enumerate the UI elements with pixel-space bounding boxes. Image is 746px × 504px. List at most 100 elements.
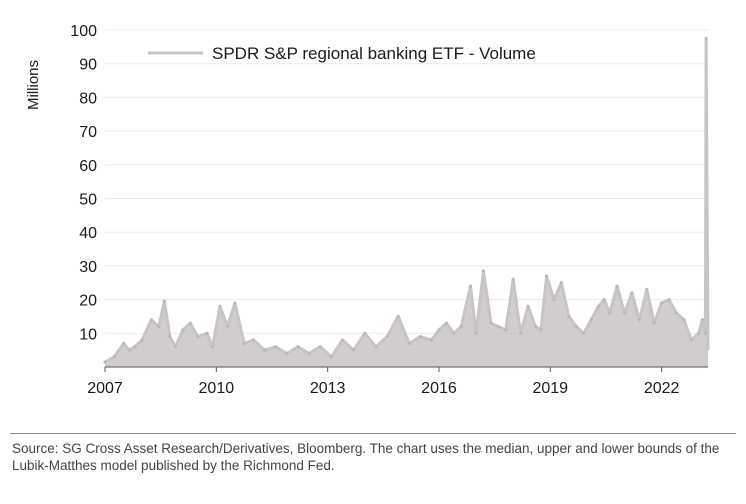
- data-point: [544, 274, 549, 278]
- data-point: [489, 321, 493, 325]
- data-point: [242, 341, 246, 346]
- y-tick-label: 10: [79, 326, 97, 343]
- data-point: [574, 324, 578, 329]
- data-point: [452, 331, 456, 335]
- legend: SPDR S&P regional banking ETF - Volume: [148, 44, 536, 63]
- data-point: [444, 321, 448, 325]
- data-point: [127, 348, 131, 352]
- data-point: [468, 284, 473, 288]
- x-axis-ticks: 2007 2010 2013 2016 2019 2022: [87, 367, 680, 397]
- data-point: [622, 311, 627, 315]
- y-axis-label: Millions: [25, 60, 42, 110]
- data-point: [559, 281, 564, 285]
- x-tick-label: 2019: [532, 380, 568, 397]
- data-point: [496, 324, 500, 329]
- source-note: Source: SG Cross Asset Research/Derivati…: [12, 441, 720, 473]
- x-tick-label: 2022: [644, 380, 680, 397]
- gridlines: [105, 29, 708, 334]
- data-point: [674, 311, 679, 315]
- volume-chart: 2007 2010 2013 2016 2019 2022 10 20 30 40 50 60 70 8…: [25, 23, 710, 397]
- data-point: [225, 324, 230, 329]
- data-point: [352, 348, 356, 352]
- data-point: [251, 338, 256, 342]
- data-point: [519, 331, 523, 335]
- data-point: [608, 311, 612, 315]
- data-point: [429, 338, 434, 342]
- y-tick-label: 20: [79, 293, 97, 310]
- data-point: [630, 291, 634, 295]
- data-point: [589, 318, 593, 322]
- data-point: [511, 277, 515, 281]
- y-axis-ticks: 10 20 30 40 50 60 70 80 90 100: [70, 23, 97, 343]
- data-point: [418, 335, 423, 339]
- data-point: [645, 287, 649, 292]
- data-point: [582, 331, 586, 335]
- data-point: [459, 324, 463, 329]
- source-divider: [10, 433, 736, 434]
- data-point: [474, 331, 478, 335]
- data-point: [140, 338, 144, 342]
- data-point: [162, 299, 166, 303]
- data-point: [374, 345, 378, 349]
- data-point: [181, 328, 185, 332]
- data-point: [396, 314, 400, 319]
- y-tick-label: 100: [70, 23, 97, 40]
- data-point: [682, 318, 686, 322]
- volume-line: [104, 36, 710, 364]
- data-point: [329, 355, 333, 359]
- legend-label: SPDR S&P regional banking ETF - Volume: [212, 44, 536, 63]
- data-point: [318, 345, 322, 349]
- data-point: [407, 341, 411, 346]
- x-tick-label: 2007: [87, 380, 123, 397]
- data-point: [149, 318, 153, 322]
- data-point: [615, 284, 619, 288]
- data-point: [363, 331, 367, 335]
- data-point: [697, 331, 701, 335]
- data-point: [307, 351, 311, 356]
- series-layer: [103, 36, 710, 368]
- data-point: [385, 335, 389, 339]
- data-point: [121, 341, 126, 346]
- y-tick-label: 50: [79, 192, 97, 209]
- data-point: [552, 298, 556, 302]
- data-point: [157, 324, 161, 329]
- data-point: [704, 36, 708, 41]
- data-point: [211, 345, 215, 349]
- y-tick-label: 60: [79, 158, 97, 175]
- data-point: [196, 335, 200, 339]
- data-point: [112, 355, 116, 359]
- data-point: [533, 324, 538, 329]
- data-point: [168, 335, 172, 339]
- data-point: [173, 345, 178, 349]
- x-tick-label: 2013: [310, 380, 346, 397]
- data-point: [296, 345, 300, 349]
- volume-area: [105, 38, 708, 368]
- x-tick-label: 2010: [199, 380, 235, 397]
- data-point: [567, 314, 571, 319]
- y-tick-label: 30: [79, 259, 97, 276]
- data-point: [660, 301, 664, 305]
- data-point: [133, 345, 137, 349]
- data-point: [340, 338, 345, 342]
- data-point: [652, 321, 656, 325]
- data-point: [700, 318, 705, 322]
- data-point: [103, 360, 107, 364]
- data-point: [274, 345, 278, 349]
- data-point: [218, 304, 222, 308]
- data-point: [504, 328, 508, 332]
- data-point: [689, 338, 693, 342]
- data-point: [437, 328, 441, 332]
- data-point: [481, 269, 486, 273]
- x-tick-label: 2016: [421, 380, 457, 397]
- data-point: [262, 348, 267, 352]
- data-point: [596, 304, 601, 308]
- y-tick-label: 80: [79, 90, 97, 107]
- data-point: [205, 331, 209, 335]
- data-point: [667, 298, 671, 302]
- data-point: [285, 351, 289, 356]
- data-point: [526, 304, 530, 308]
- data-point: [637, 318, 641, 322]
- data-point: [188, 321, 192, 325]
- y-tick-label: 90: [79, 57, 97, 74]
- data-point: [602, 298, 606, 302]
